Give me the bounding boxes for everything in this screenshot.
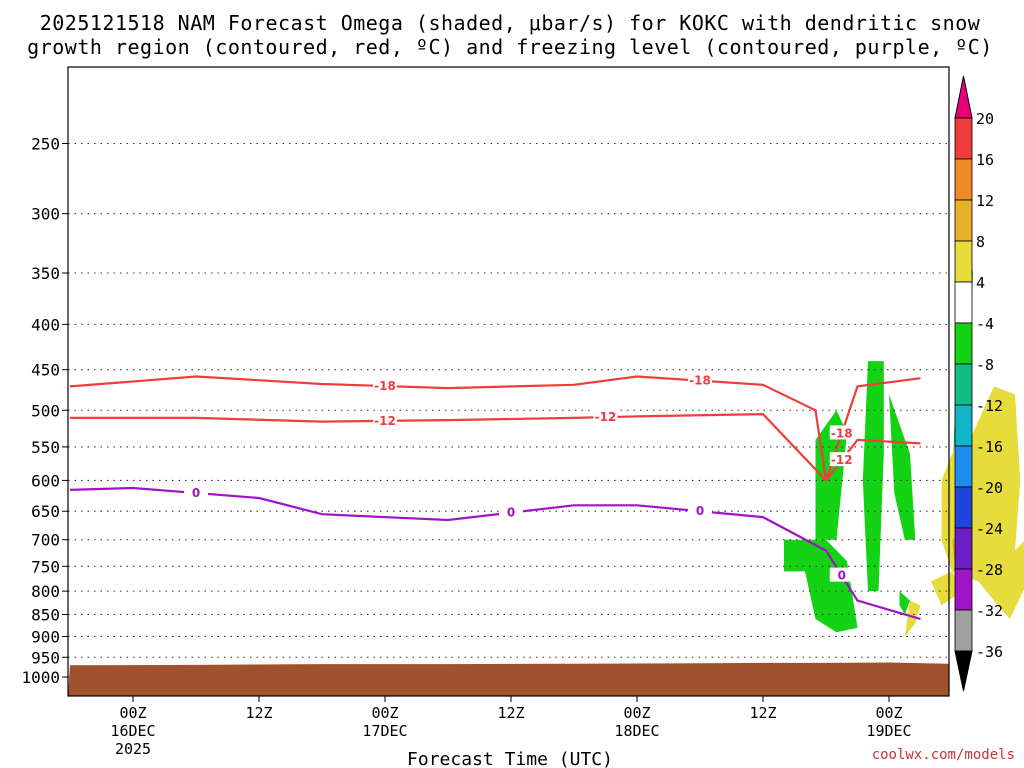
credit-text: coolwx.com/models [872,747,1015,763]
x-tick-hour-4: 00Z [623,704,650,722]
y-tick-label-500: 500 [31,401,60,420]
colorbar-swatch-10 [954,486,973,529]
y-tick-label-950: 950 [31,648,60,667]
x-tick-hour-5: 12Z [749,704,776,722]
colorbar-label-7: -12 [976,397,1003,415]
y-tick-label-250: 250 [31,135,60,154]
chart-title-line2: growth region (contoured, red, ºC) and f… [27,35,993,59]
y-tick-label-400: 400 [31,315,60,334]
y-tick-label-300: 300 [31,205,60,224]
y-tick-label-600: 600 [31,471,60,490]
contour-label-bg [829,452,854,467]
colorbar-swatch-7 [954,363,973,406]
colorbar-label-11: -28 [976,561,1003,579]
contour-line-0 [69,375,921,481]
y-tick-label-900: 900 [31,627,60,646]
contour-label-bg [829,425,854,440]
colorbar-label-6: -8 [976,356,994,374]
colorbar-swatch-6 [954,322,973,365]
contour-label-0-1: -18 [689,374,711,388]
contour-label-1-1: -12 [595,410,617,424]
colorbar-label-10: -24 [976,520,1003,538]
x-axis-label: Forecast Time (UTC) [407,749,613,768]
y-tick-label-350: 350 [31,264,60,283]
colorbar-cap-top [954,75,973,119]
colorbar-swatch-12 [954,568,973,611]
x-tick-date-2: 17DEC [362,722,407,740]
contour-line-2 [69,486,921,621]
ascent-region-1 [784,539,858,633]
colorbar-label-13: -36 [976,643,1003,661]
x-tick-hour-0: 00Z [119,704,146,722]
contour-label-bg [688,503,712,518]
contour-label-2-1: 0 [507,506,515,520]
colorbar-label-8: -16 [976,438,1003,456]
y-axis-ticks: 250 300 350 400 450 500 550 600 650 700 750 800 850 9… [21,135,68,687]
colorbar-swatch-11 [954,527,973,570]
y-tick-label-800: 800 [31,582,60,601]
contour-label-bg [688,372,712,387]
contour-label-bg [499,504,523,519]
colorbar-label-12: -32 [976,602,1003,620]
colorbar-swatch-5 [954,281,973,324]
contour-layer: -18 -18 -18 -12 -12 -12 0 0 0 0 [69,372,921,621]
contour-label-1-0: -12 [374,414,396,428]
x-tick-hour-3: 12Z [497,704,524,722]
contour-label-bg [184,485,208,500]
colorbar-swatch-2 [954,158,973,201]
colorbar-label-9: -20 [976,479,1003,497]
contour-label-0-2: -18 [831,426,853,440]
contour-label-2-0: 0 [192,486,200,500]
terrain-layer [68,662,949,696]
y-tick-label-650: 650 [31,502,60,521]
y-tick-label-750: 750 [31,557,60,576]
colorbar-label-1: 16 [976,151,994,169]
contour-label-bg [373,412,397,427]
plot-frame [67,66,950,697]
colorbar-swatch-9 [954,445,973,488]
colorbar-swatch-4 [954,240,973,283]
contour-label-bg [593,409,618,424]
colorbar-swatch-13 [954,609,973,652]
x-tick-hour-1: 12Z [245,704,272,722]
colorbar-swatch-1 [954,117,973,160]
contour-label-bg [829,567,854,582]
chart-title-line1: 2025121518 NAM Forecast Omega (shaded, μ… [40,11,981,35]
colorbar-swatch-3 [954,199,973,242]
colorbar-cap-bottom [954,650,973,692]
terrain-fill [68,662,949,696]
x-tick-hour-6: 00Z [875,704,902,722]
contour-label-2-2: 0 [696,504,704,518]
y-tick-label-450: 450 [31,361,60,380]
x-tick-year-0: 2025 [115,740,151,758]
ascent-region-6 [899,591,910,615]
contour-label-2-3: 0 [838,569,846,583]
y-tick-label-1000: 1000 [21,668,60,687]
ascent-region-4 [889,394,916,540]
colorbar-label-4: 4 [976,274,985,292]
x-tick-date-0: 16DEC [110,722,155,740]
y-tick-label-850: 850 [31,605,60,624]
y-tick-label-550: 550 [31,438,60,457]
x-tick-hour-2: 00Z [371,704,398,722]
contour-label-0-0: -18 [374,379,396,393]
colorbar-swatch-8 [954,404,973,447]
colorbar-label-5: -4 [976,315,994,333]
colorbar: 20 16 12 8 4 -4 -8 -12 -16 -20 -24 -28 -32 -36 [954,75,1003,692]
y-tick-label-700: 700 [31,531,60,550]
ascent-region-3 [862,361,884,592]
colorbar-label-0: 20 [976,110,994,128]
x-tick-date-4: 18DEC [614,722,659,740]
contour-label-1-2: -12 [831,453,853,467]
descent-region-3 [904,600,921,637]
colorbar-label-2: 12 [976,192,994,210]
x-tick-date-6: 19DEC [866,722,911,740]
plot-area [68,67,949,696]
contour-label-bg [373,378,397,393]
colorbar-label-3: 8 [976,233,985,251]
